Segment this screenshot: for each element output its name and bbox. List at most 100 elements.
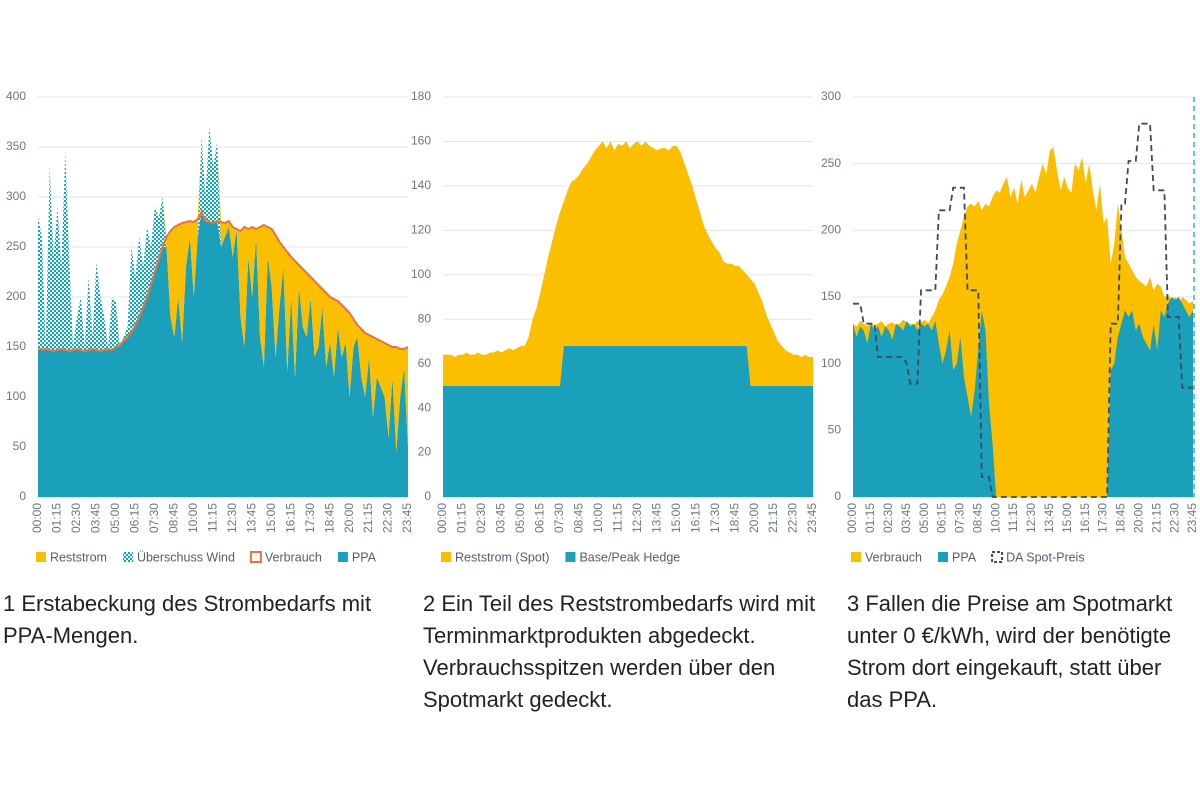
- area: [853, 297, 1193, 497]
- x-tick-label: 08:45: [166, 503, 180, 533]
- x-tick-label: 17:30: [1096, 503, 1110, 533]
- chart: 0 20 40 60 80 100 120 140 160 180 00:00 01:15 02:30 0…: [411, 89, 819, 564]
- x-tick-label: 23:45: [400, 503, 414, 533]
- legend-label: Reststrom (Spot): [455, 550, 549, 564]
- x-tick-label: 20:00: [342, 503, 356, 533]
- area: [38, 212, 408, 497]
- x-tick-label: 16:15: [283, 503, 297, 533]
- x-tick-label: 12:30: [630, 503, 644, 533]
- x-tick-label: 18:45: [1114, 503, 1128, 533]
- y-tick-label: 180: [411, 89, 431, 103]
- x-tick-label: 13:45: [244, 503, 258, 533]
- x-tick-label: 07:30: [552, 503, 566, 533]
- legend-swatch: [36, 552, 46, 562]
- x-tick-label: 18:45: [322, 503, 336, 533]
- x-tick-label: 03:45: [89, 503, 103, 533]
- x-tick-label: 21:15: [361, 503, 375, 533]
- legend-swatch: [991, 551, 1004, 563]
- y-tick-label: 50: [13, 439, 27, 453]
- x-tick-label: 00:00: [435, 503, 449, 533]
- legend-label: DA Spot-Preis: [1006, 550, 1085, 564]
- y-tick-label: 100: [6, 389, 26, 403]
- legend-label: Verbrauch: [265, 550, 322, 564]
- legend-label: Verbrauch: [865, 550, 922, 564]
- x-tick-label: 06:15: [935, 503, 949, 533]
- x-tick-label: 03:45: [494, 503, 508, 533]
- y-tick-label: 40: [418, 400, 432, 414]
- y-tick-label: 160: [411, 134, 431, 148]
- line: [853, 122, 1193, 498]
- y-tick-label: 300: [6, 189, 26, 203]
- legend-swatch: [122, 552, 133, 562]
- chart: 0 50 100 150 200 250 300 350 400 00:00 01:15 02:30 0…: [6, 89, 414, 564]
- x-tick-label: 23:45: [805, 503, 819, 533]
- x-tick-label: 15:00: [669, 503, 683, 533]
- legend-swatch: [249, 551, 262, 563]
- x-tick-label: 01:15: [863, 503, 877, 533]
- y-tick-label: 50: [828, 423, 842, 437]
- y-tick-label: 350: [6, 139, 26, 153]
- x-tick-label: 00:00: [845, 503, 859, 533]
- x-tick-label: 20:00: [747, 503, 761, 533]
- x-tick-label: 10:00: [591, 503, 605, 533]
- y-tick-label: 250: [821, 156, 841, 170]
- x-tick-label: 12:30: [1024, 503, 1038, 533]
- y-tick-label: 0: [834, 489, 841, 503]
- x-tick-label: 11:15: [1006, 503, 1020, 532]
- x-tick-label: 11:15: [205, 503, 219, 532]
- x-tick-label: 11:15: [610, 503, 624, 532]
- x-tick-label: 23:45: [1185, 503, 1199, 533]
- y-tick-label: 400: [6, 89, 26, 103]
- x-tick-label: 22:30: [786, 503, 800, 533]
- x-tick-label: 06:15: [533, 503, 547, 533]
- line: [37, 209, 409, 353]
- x-tick-label: 21:15: [766, 503, 780, 533]
- x-tick-label: 15:00: [264, 503, 278, 533]
- legend-label: Reststrom: [50, 550, 107, 564]
- area: [443, 345, 813, 497]
- y-tick-label: 100: [821, 356, 841, 370]
- y-tick-label: 100: [411, 267, 431, 281]
- y-tick-label: 200: [6, 289, 26, 303]
- caption: 3 Fallen die Preise am Spotmarkt unter 0…: [847, 591, 1173, 712]
- legend-label: Überschuss Wind: [137, 550, 235, 564]
- y-tick-label: 80: [418, 311, 432, 325]
- x-tick-label: 17:30: [708, 503, 722, 533]
- caption: 2 Ein Teil des Reststrombedarfs wird mit…: [423, 591, 816, 712]
- y-tick-label: 60: [418, 356, 432, 370]
- x-tick-label: 00:00: [30, 503, 44, 533]
- area: [443, 141, 813, 386]
- legend-label: PPA: [952, 550, 977, 564]
- y-tick-label: 0: [424, 489, 431, 503]
- caption: 1 Erstabeckung des Strombedarfs mit PPA-…: [3, 591, 372, 648]
- x-tick-label: 08:45: [970, 503, 984, 533]
- x-tick-label: 15:00: [1060, 503, 1074, 533]
- x-tick-label: 16:15: [1078, 503, 1092, 533]
- x-tick-label: 13:45: [649, 503, 663, 533]
- legend-swatch: [851, 552, 861, 562]
- y-tick-label: 150: [821, 289, 841, 303]
- legend-swatch: [937, 552, 948, 562]
- legend-label: Base/Peak Hedge: [579, 550, 680, 564]
- chart: 0 50 100 150 200 250 300 00:00 01:15 02:30 03:45 05…: [821, 89, 1199, 564]
- legend-label: PPA: [352, 550, 377, 564]
- x-tick-label: 20:00: [1131, 503, 1145, 533]
- x-tick-label: 05:00: [108, 503, 122, 533]
- x-tick-label: 05:00: [917, 503, 931, 533]
- x-tick-label: 02:30: [474, 503, 488, 533]
- y-tick-label: 0: [19, 489, 26, 503]
- x-tick-label: 07:30: [147, 503, 161, 533]
- x-tick-label: 22:30: [381, 503, 395, 533]
- x-tick-label: 16:15: [688, 503, 702, 533]
- y-tick-label: 200: [821, 223, 841, 237]
- x-tick-label: 10:00: [186, 503, 200, 533]
- x-tick-label: 13:45: [1042, 503, 1056, 533]
- y-tick-label: 300: [821, 89, 841, 103]
- x-tick-label: 07:30: [953, 503, 967, 533]
- legend-swatch: [565, 552, 576, 562]
- y-tick-label: 120: [411, 223, 431, 237]
- x-tick-label: 21:15: [1149, 503, 1163, 533]
- x-tick-label: 03:45: [899, 503, 913, 533]
